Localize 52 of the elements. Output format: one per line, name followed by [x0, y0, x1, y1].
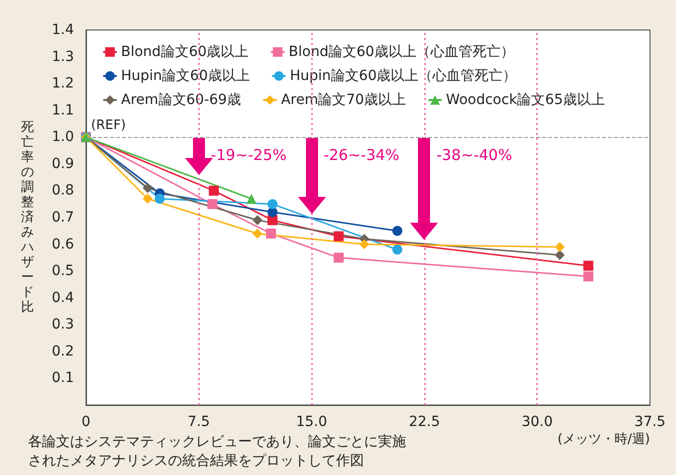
y-tick-label: 0.9	[52, 156, 74, 172]
annotation: -19~-25%	[210, 145, 287, 166]
legend-label: Arem論文70歳以上	[280, 92, 406, 108]
point	[208, 186, 219, 196]
annotation: -26~-34%	[324, 145, 400, 166]
x-tick-label: 30.0	[522, 414, 553, 430]
point	[252, 215, 262, 226]
legend-label: Hupin論文60歳以上（心血管死亡）	[290, 68, 517, 84]
y-tick-label: 0.6	[52, 236, 74, 252]
text: 各論文はシステマティックレビューであり、論文ごとに実施	[28, 434, 406, 450]
y-tick-label: 1.4	[52, 22, 74, 38]
point	[252, 228, 262, 239]
y-tick-label: 0.3	[52, 316, 74, 333]
x-tick-label: 7.5	[188, 414, 210, 430]
x-tick-label: 15.0	[296, 414, 328, 430]
legend-label: Hupin論文60歳以上	[121, 68, 250, 84]
point	[554, 250, 565, 260]
legend-label: Blond論文60歳以上（心血管死亡）	[288, 44, 514, 60]
point	[392, 244, 402, 255]
point	[359, 239, 370, 250]
x-axis-title: (メッツ・時/週)	[557, 432, 650, 447]
legend-label: Blond論文60歳以上	[121, 44, 249, 60]
point	[142, 183, 153, 194]
annotation: -38~-40%	[436, 145, 512, 166]
y-tick-label: 1.2	[52, 76, 74, 92]
text: 死亡率の調整済みハザード比	[21, 120, 34, 315]
point	[154, 194, 165, 204]
y-tick-label: 0.5	[52, 263, 74, 280]
point	[142, 194, 153, 204]
y-tick-label: 0.7	[52, 210, 74, 226]
y-tick-label: 0.1	[52, 370, 74, 386]
y-tick-label: 0.8	[52, 182, 74, 199]
y-tick-label: 0.2	[52, 343, 74, 360]
point	[334, 252, 344, 263]
point	[268, 199, 278, 210]
point	[554, 242, 565, 252]
point	[266, 228, 276, 239]
point	[583, 271, 594, 282]
ref-line-label: (REF)	[91, 118, 126, 134]
point	[583, 260, 594, 271]
x-tick-label: 22.5	[408, 414, 440, 430]
point	[207, 199, 218, 210]
point	[334, 231, 344, 242]
y-tick-label: 0.4	[52, 290, 74, 306]
point	[392, 226, 402, 236]
y-tick-label: 1.0	[52, 129, 74, 146]
x-tick-label: 37.5	[634, 414, 666, 430]
legend-label: Arem論文60-69歳	[121, 92, 241, 108]
y-tick-label: 1.3	[52, 48, 74, 65]
x-tick-label: 0	[82, 414, 90, 430]
text: されたメタアナリシスの統合結果をプロットして作図	[28, 453, 364, 469]
y-tick-label: 1.1	[52, 102, 74, 118]
